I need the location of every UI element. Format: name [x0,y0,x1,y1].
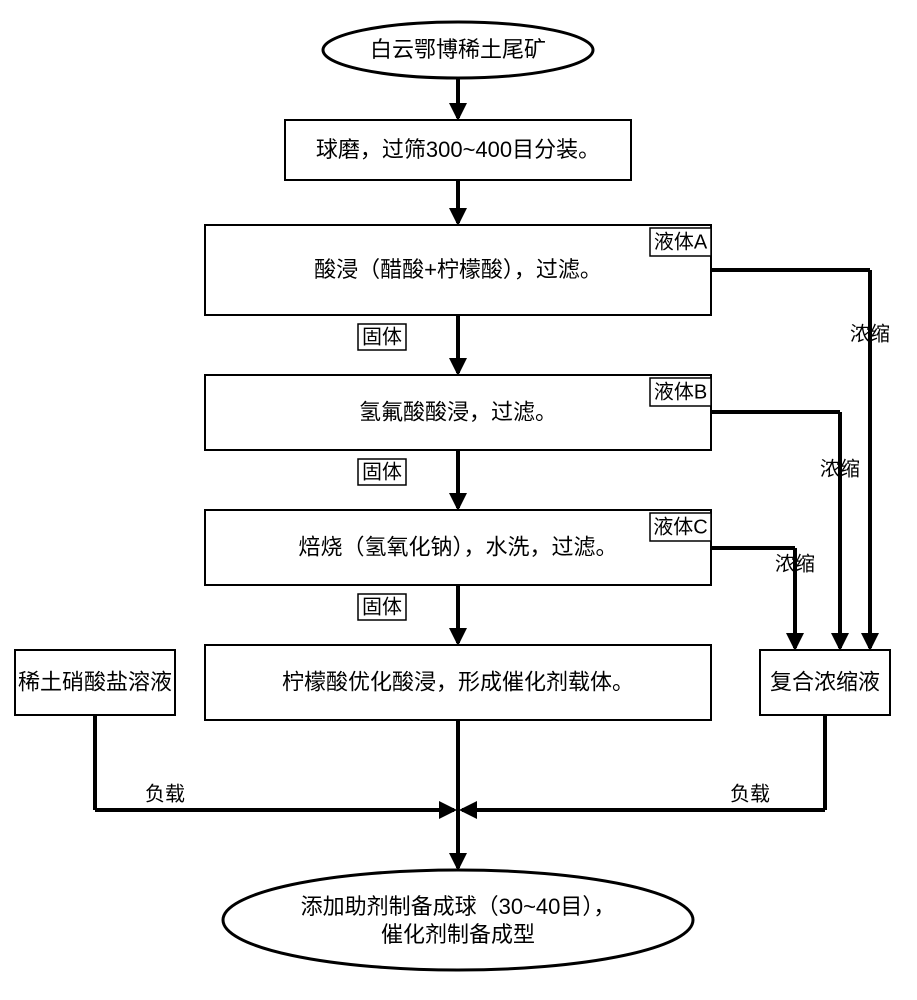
svg-text:氢氟酸酸浸，过滤。: 氢氟酸酸浸，过滤。 [359,399,557,424]
svg-text:液体B: 液体B [654,380,707,403]
load2-text: 负载 [730,782,770,805]
svg-text:催化剂制备成型: 催化剂制备成型 [381,922,535,947]
svg-text:液体C: 液体C [653,515,707,538]
svg-text:添加助剂制备成球（30~40目），: 添加助剂制备成球（30~40目）， [301,894,616,919]
svg-text:稀土硝酸盐溶液: 稀土硝酸盐溶液 [18,669,172,694]
svg-text:液体A: 液体A [654,230,708,253]
svg-text:固体: 固体 [362,595,402,618]
svg-text:白云鄂博稀土尾矿: 白云鄂博稀土尾矿 [370,37,546,62]
load1-text: 负载 [145,782,185,805]
flowchart-diagram: 白云鄂博稀土尾矿球磨，过筛300~400目分装。酸浸（醋酸+柠檬酸），过滤。氢氟… [0,0,917,1000]
svg-text:酸浸（醋酸+柠檬酸），过滤。: 酸浸（醋酸+柠檬酸），过滤。 [314,257,602,282]
svg-text:柠檬酸优化酸浸，形成催化剂载体。: 柠檬酸优化酸浸，形成催化剂载体。 [282,669,634,694]
svg-text:复合浓缩液: 复合浓缩液 [770,669,880,694]
svg-text:焙烧（氢氧化钠），水洗，过滤。: 焙烧（氢氧化钠），水洗，过滤。 [298,534,617,559]
svg-text:固体: 固体 [362,460,402,483]
svg-text:固体: 固体 [362,325,402,348]
svg-text:球磨，过筛300~400目分装。: 球磨，过筛300~400目分装。 [316,137,600,162]
conc1-text: 浓缩 [850,322,890,345]
conc3-text: 浓缩 [775,552,815,575]
conc2-text: 浓缩 [820,457,860,480]
